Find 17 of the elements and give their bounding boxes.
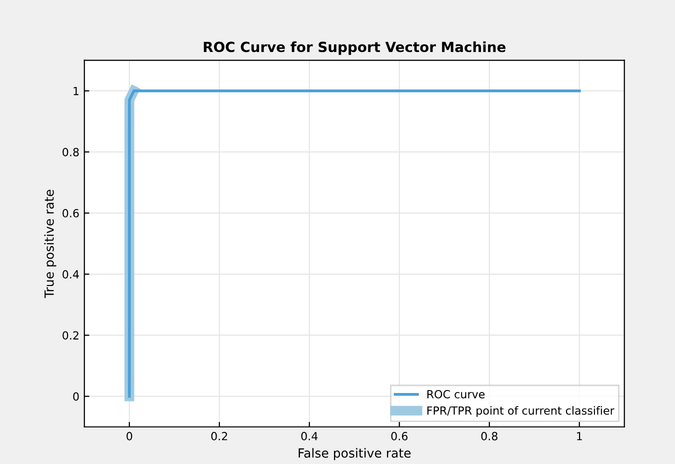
y-tick-label: 0 [73, 392, 79, 401]
x-tick-label: 1 [577, 432, 582, 440]
x-tick-label: 0 [126, 432, 132, 440]
x-tick-label: 0.4 [301, 432, 318, 440]
x-axis-title: False positive rate [298, 448, 411, 460]
x-tick-label: 0.2 [211, 432, 228, 440]
y-axis-title: True positive rate [44, 190, 56, 298]
x-tick-label: 0.6 [391, 432, 408, 440]
y-tick-label: 0.4 [62, 270, 79, 279]
x-tick-label: 0.8 [481, 432, 498, 440]
legend-label: FPR/TPR point of current classifier [427, 406, 614, 417]
y-tick-label: 0.8 [62, 148, 79, 156]
legend-label: ROC curve [427, 390, 485, 398]
y-tick-label: 0.2 [62, 331, 78, 340]
y-tick-label: 0.6 [62, 209, 79, 218]
chart-title: ROC Curve for Support Vector Machine [204, 41, 506, 55]
y-tick-label: 1 [74, 86, 78, 96]
